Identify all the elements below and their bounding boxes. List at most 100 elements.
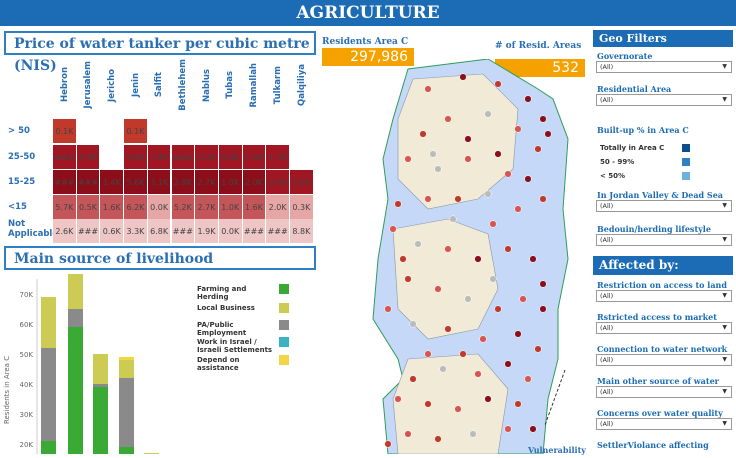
residential-area-dot[interactable] [514, 330, 522, 338]
table-cell[interactable]: 2.0K [242, 170, 267, 195]
residential-area-dot[interactable] [424, 350, 432, 358]
table-cell[interactable]: 3.1K [147, 170, 172, 195]
bar-segment[interactable] [68, 273, 83, 309]
residential-area-dot[interactable] [394, 395, 402, 403]
residential-area-dot[interactable] [459, 73, 467, 81]
residential-area-dot[interactable] [494, 305, 502, 313]
table-cell[interactable]: 0.0K [147, 195, 172, 220]
affected-filter-select[interactable]: (All) ▼ [596, 418, 732, 430]
residential-area-dot[interactable] [429, 150, 437, 158]
table-cell[interactable]: 5.6K [124, 170, 148, 195]
residential-area-dot[interactable] [464, 155, 472, 163]
table-cell[interactable]: 2.0K [266, 195, 290, 220]
bar-segment[interactable] [93, 354, 108, 384]
bar-segment[interactable] [119, 447, 134, 458]
bedouin-select[interactable]: (All) ▼ [596, 234, 732, 246]
table-cell[interactable] [290, 145, 314, 170]
table-cell[interactable] [76, 119, 101, 144]
residential-area-dot[interactable] [464, 295, 472, 303]
table-cell[interactable]: 1.8K [76, 145, 101, 170]
table-cell[interactable] [100, 119, 125, 144]
table-cell[interactable]: ### [76, 170, 101, 195]
table-cell[interactable]: 1.9K [147, 145, 172, 170]
residential-area-dot[interactable] [424, 400, 432, 408]
residential-area-dot[interactable] [489, 275, 497, 283]
table-cell[interactable]: 5.7K [53, 195, 77, 220]
residential-area-dot[interactable] [404, 275, 412, 283]
residential-area-dot[interactable] [409, 375, 417, 383]
residential-area-dot[interactable] [539, 305, 547, 313]
affected-filter-select[interactable]: (All) ▼ [596, 386, 732, 398]
table-cell[interactable] [218, 119, 243, 144]
table-cell[interactable]: 0.5K [76, 195, 101, 220]
table-cell[interactable]: 0.6K [100, 219, 125, 244]
table-cell[interactable]: ### [266, 219, 290, 244]
residential-area-dot[interactable] [444, 325, 452, 333]
bar-segment[interactable] [41, 441, 56, 458]
table-cell[interactable] [290, 119, 314, 144]
residential-area-dot[interactable] [479, 335, 487, 343]
residential-area-dot[interactable] [484, 190, 492, 198]
residential-area-dot[interactable] [434, 435, 442, 443]
table-cell[interactable]: 5.6K [124, 145, 148, 170]
residential-area-dot[interactable] [524, 375, 532, 383]
table-cell[interactable]: 1.9K [242, 145, 267, 170]
table-cell[interactable]: 8.8K [290, 219, 314, 244]
residential-area-dot[interactable] [504, 360, 512, 368]
table-cell[interactable]: 2.7K [195, 170, 219, 195]
bar-segment[interactable] [41, 297, 56, 348]
residential-area-dot[interactable] [534, 145, 542, 153]
table-cell[interactable] [100, 145, 125, 170]
residential-area-dot[interactable] [399, 255, 407, 263]
residential-area-dot[interactable] [534, 345, 542, 353]
residential-area-dot[interactable] [474, 255, 482, 263]
residential-area-dot[interactable] [444, 115, 452, 123]
affected-filter-select[interactable]: (All) ▼ [596, 322, 732, 334]
residential-area-dot[interactable] [519, 295, 527, 303]
table-cell[interactable]: 1.3K [266, 145, 290, 170]
affected-filter-select[interactable]: (All) ▼ [596, 354, 732, 366]
table-cell[interactable]: 1.4K [100, 170, 125, 195]
table-cell[interactable]: 0.1K [124, 119, 148, 144]
residential-area-dot[interactable] [439, 365, 447, 373]
residential-area-dot[interactable] [489, 220, 497, 228]
jordan-select[interactable]: (All) ▼ [596, 200, 732, 212]
table-cell[interactable]: 0.0K [218, 219, 243, 244]
residential-area-dot[interactable] [409, 320, 417, 328]
table-cell[interactable]: 2.8K [171, 170, 196, 195]
residential-area-dot[interactable] [444, 245, 452, 253]
residential-select[interactable]: (All) ▼ [596, 94, 732, 106]
residential-area-dot[interactable] [419, 130, 427, 138]
table-cell[interactable]: 6.2K [124, 195, 148, 220]
residential-area-dot[interactable] [459, 350, 467, 358]
residential-area-dot[interactable] [504, 245, 512, 253]
table-cell[interactable]: 1.0K [218, 195, 243, 220]
residential-area-dot[interactable] [469, 430, 477, 438]
governorate-select[interactable]: (All) ▼ [596, 61, 732, 73]
table-cell[interactable] [171, 119, 196, 144]
residential-area-dot[interactable] [514, 400, 522, 408]
residential-area-dot[interactable] [529, 255, 537, 263]
bar-segment[interactable] [119, 360, 134, 378]
bar-segment[interactable] [41, 348, 56, 441]
residential-area-dot[interactable] [384, 305, 392, 313]
bar-segment[interactable] [119, 357, 134, 360]
bar-segment[interactable] [119, 378, 134, 447]
residential-area-dot[interactable] [404, 155, 412, 163]
residential-area-dot[interactable] [504, 425, 512, 433]
residential-area-dot[interactable] [384, 440, 392, 448]
table-cell[interactable]: ### [171, 219, 196, 244]
residential-area-dot[interactable] [539, 195, 547, 203]
table-cell[interactable]: 1.0K [218, 170, 243, 195]
residential-area-dot[interactable] [484, 395, 492, 403]
table-cell[interactable] [266, 119, 290, 144]
residential-area-dot[interactable] [524, 95, 532, 103]
table-cell[interactable]: 1.6K [100, 195, 125, 220]
table-cell[interactable]: ### [171, 145, 196, 170]
residential-area-dot[interactable] [414, 240, 422, 248]
residential-area-dot[interactable] [514, 205, 522, 213]
table-cell[interactable]: 6.8K [147, 219, 172, 244]
residential-area-dot[interactable] [424, 195, 432, 203]
residential-area-dot[interactable] [454, 405, 462, 413]
table-cell[interactable]: 1.9K [195, 219, 219, 244]
